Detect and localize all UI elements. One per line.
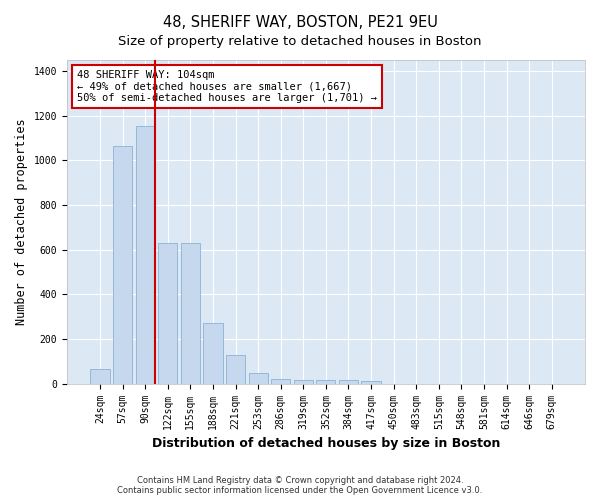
Bar	[226, 354, 245, 384]
Text: Size of property relative to detached houses in Boston: Size of property relative to detached ho…	[118, 35, 482, 48]
Bar	[293, 380, 313, 384]
Bar	[136, 126, 155, 384]
Bar	[203, 324, 223, 384]
Bar	[91, 369, 110, 384]
Bar	[158, 243, 178, 384]
Text: Contains HM Land Registry data © Crown copyright and database right 2024.
Contai: Contains HM Land Registry data © Crown c…	[118, 476, 482, 495]
Bar	[181, 243, 200, 384]
Bar	[113, 146, 132, 384]
Bar	[248, 373, 268, 384]
Text: 48 SHERIFF WAY: 104sqm
← 49% of detached houses are smaller (1,667)
50% of semi-: 48 SHERIFF WAY: 104sqm ← 49% of detached…	[77, 70, 377, 103]
Bar	[271, 379, 290, 384]
Text: 48, SHERIFF WAY, BOSTON, PE21 9EU: 48, SHERIFF WAY, BOSTON, PE21 9EU	[163, 15, 437, 30]
Bar	[361, 382, 380, 384]
X-axis label: Distribution of detached houses by size in Boston: Distribution of detached houses by size …	[152, 437, 500, 450]
Y-axis label: Number of detached properties: Number of detached properties	[15, 118, 28, 325]
Bar	[316, 380, 335, 384]
Bar	[339, 380, 358, 384]
